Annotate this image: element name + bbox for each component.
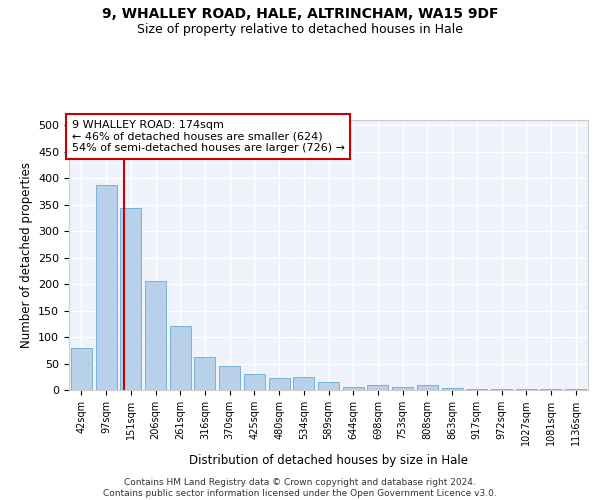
Bar <box>71 348 92 390</box>
Bar <box>392 388 413 390</box>
Bar <box>318 382 339 390</box>
Bar <box>367 385 388 390</box>
Text: Size of property relative to detached houses in Hale: Size of property relative to detached ho… <box>137 22 463 36</box>
Bar <box>170 326 191 390</box>
Text: 9, WHALLEY ROAD, HALE, ALTRINCHAM, WA15 9DF: 9, WHALLEY ROAD, HALE, ALTRINCHAM, WA15 … <box>102 8 498 22</box>
X-axis label: Distribution of detached houses by size in Hale: Distribution of detached houses by size … <box>189 454 468 466</box>
Bar <box>244 374 265 390</box>
Bar <box>145 282 166 390</box>
Bar <box>343 388 364 390</box>
Bar <box>194 357 215 390</box>
Bar <box>95 184 116 390</box>
Bar <box>417 384 438 390</box>
Bar <box>491 389 512 390</box>
Bar <box>442 388 463 390</box>
Bar <box>120 208 141 390</box>
Text: 9 WHALLEY ROAD: 174sqm
← 46% of detached houses are smaller (624)
54% of semi-de: 9 WHALLEY ROAD: 174sqm ← 46% of detached… <box>71 120 344 153</box>
Bar <box>466 389 487 390</box>
Y-axis label: Number of detached properties: Number of detached properties <box>20 162 32 348</box>
Bar <box>269 378 290 390</box>
Text: Contains HM Land Registry data © Crown copyright and database right 2024.
Contai: Contains HM Land Registry data © Crown c… <box>103 478 497 498</box>
Bar <box>293 377 314 390</box>
Bar <box>219 366 240 390</box>
